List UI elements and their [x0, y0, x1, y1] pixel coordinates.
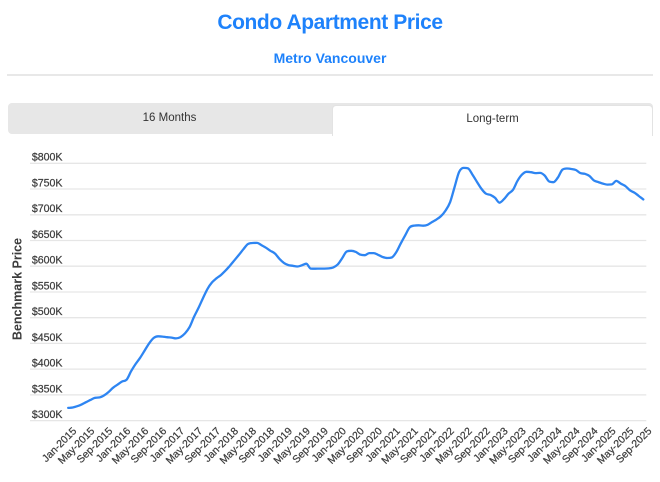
svg-text:$350K: $350K [32, 383, 63, 395]
svg-text:$800K: $800K [32, 152, 63, 164]
svg-text:$650K: $650K [32, 229, 63, 241]
svg-text:Benchmark Price: Benchmark Price [11, 238, 25, 340]
svg-text:$550K: $550K [32, 280, 63, 292]
svg-text:$450K: $450K [32, 332, 63, 344]
svg-text:$400K: $400K [32, 358, 63, 370]
svg-text:$300K: $300K [32, 409, 63, 421]
svg-text:$500K: $500K [32, 306, 63, 318]
svg-text:$600K: $600K [32, 255, 63, 267]
svg-text:$750K: $750K [32, 177, 63, 189]
svg-text:$700K: $700K [32, 203, 63, 215]
